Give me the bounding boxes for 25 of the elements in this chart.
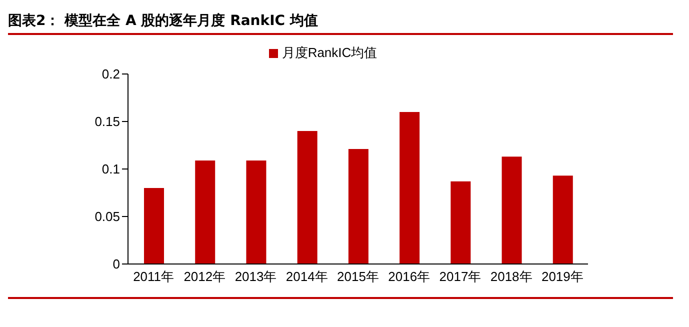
y-tick-label: 0.05 bbox=[94, 209, 120, 224]
y-tick-label: 0.2 bbox=[102, 66, 120, 82]
bar bbox=[450, 181, 471, 264]
y-tick-label: 0.1 bbox=[102, 162, 120, 177]
x-tick-label: 2013年 bbox=[234, 269, 277, 284]
y-tick-label: 0.15 bbox=[94, 114, 120, 130]
x-tick-label: 2014年 bbox=[286, 269, 328, 284]
x-tick-label: 2011年 bbox=[133, 269, 174, 284]
x-tick-label: 2018年 bbox=[490, 269, 532, 284]
legend-label: 月度RankIC均值 bbox=[282, 45, 378, 60]
y-tick-label: 0 bbox=[112, 256, 120, 272]
bar bbox=[297, 131, 318, 264]
x-tick-label: 2015年 bbox=[337, 269, 379, 284]
bar bbox=[246, 160, 266, 264]
chart-title: 图表2： 模型在全 A 股的逐年月度 RankIC 均值 bbox=[8, 12, 318, 30]
bar bbox=[400, 112, 420, 264]
x-tick-label: 2012年 bbox=[184, 269, 226, 284]
x-tick-label: 2016年 bbox=[388, 269, 430, 284]
x-tick-label: 2019年 bbox=[541, 269, 584, 284]
bar bbox=[144, 188, 164, 264]
bar bbox=[348, 149, 368, 264]
bar bbox=[195, 160, 216, 264]
bar bbox=[502, 156, 522, 264]
x-tick-label: 2017年 bbox=[439, 269, 482, 284]
bar bbox=[552, 176, 573, 264]
